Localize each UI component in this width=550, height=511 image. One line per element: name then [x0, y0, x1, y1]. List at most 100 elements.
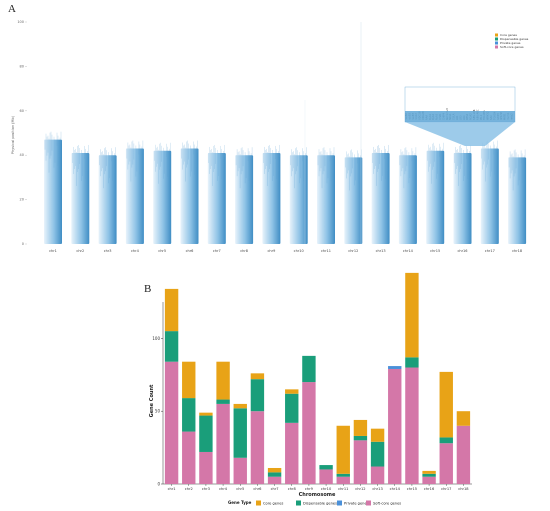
- panel-b-bar-soft-core-genes: [302, 382, 316, 484]
- panel-b-bar-soft-core-genes: [422, 476, 436, 484]
- panel-b-bar-dispensable-genes: [439, 437, 453, 444]
- panel-b-x-tick-label: chr10: [321, 487, 332, 491]
- panel-b-bar-dispensable-genes: [353, 435, 368, 441]
- panel-b-bar-core-genes: [439, 371, 453, 438]
- panel-a-y-tick-label: 20: [20, 198, 24, 202]
- panel-b-x-tick-label: chr15: [407, 487, 417, 491]
- panel-b-x-tick-label: chr14: [390, 487, 401, 491]
- panel-b-bar-dispensable-genes: [233, 408, 247, 458]
- panel-a-chromosome-label: chr10: [294, 249, 304, 253]
- panel-a-chromosome-label: chr2: [76, 249, 84, 253]
- panel-a-chromosome-body: [344, 157, 363, 244]
- panel-a-chromosome-body: [180, 148, 199, 244]
- panel-a-chromosome-chr4: chr4: [125, 140, 144, 253]
- panel-b-x-tick-label: chr11: [338, 487, 348, 491]
- panel-a-chromosome-body: [426, 150, 445, 244]
- panel-b-bar-dispensable-genes: [216, 399, 230, 404]
- panel-a-chromosome-label: chr1: [49, 249, 57, 253]
- panel-b-y-tick-label: 50: [155, 409, 161, 414]
- panel-b-x-tick-label: chr8: [288, 487, 297, 491]
- panel-b-plot-area: 0 50 100 chr1 chr2 chr3 chr4 chr5 chr6 chr7 chr8 ch…: [152, 272, 472, 491]
- panel-a-chromosome-body: [453, 152, 472, 244]
- panel-b-y-tick-label: 100: [152, 336, 160, 341]
- panel-b-bar-soft-core-genes: [353, 440, 368, 484]
- panel-a-chromosome-label: chr8: [240, 249, 248, 253]
- panel-a-chromosome-label: chr15: [430, 249, 440, 253]
- panel-a-chromosome-label: chr14: [403, 249, 414, 253]
- panel-a-chromosome-body: [508, 157, 527, 244]
- panel-b-bar-dispensable-genes: [422, 473, 436, 477]
- panel-b-bar-core-genes: [405, 272, 419, 358]
- panel-a-chromosome-body: [71, 152, 90, 244]
- panel-a-chromosome-chr9: chr9: [262, 144, 281, 253]
- panel-b-x-tick-label: chr13: [372, 487, 382, 491]
- panel-a-legend-label: Private genes: [500, 41, 521, 45]
- panel-b-x-tick-label: chr7: [271, 487, 279, 491]
- panel-b-x-tick-label: chr17: [441, 487, 451, 491]
- panel-a-chromosome-chr12: chr12: [344, 149, 363, 253]
- panel-a-chromosome-label: chr9: [267, 249, 275, 253]
- panel-b-bar-private-genes: [388, 366, 402, 369]
- panel-b-legend-label: Private genes: [344, 502, 369, 506]
- panel-b-bar-soft-core-genes: [285, 422, 299, 484]
- panel-a-chromosome-chr3: chr3: [98, 147, 117, 253]
- panel-b-bar-dispensable-genes: [405, 357, 419, 368]
- panel-b-x-tick-label: chr4: [219, 487, 228, 491]
- panel-b-x-tick-label: chr2: [185, 487, 193, 491]
- panel-a-chromosome-body: [153, 150, 172, 244]
- panel-b-bar-dispensable-genes: [267, 472, 282, 477]
- panel-a-chromosome-chr18: chr18: [508, 149, 527, 253]
- panel-a-letter: A: [8, 3, 16, 15]
- panel-a-chromosome-chr13: chr13: [371, 144, 390, 253]
- panel-a-chromosome-chr1: chr1: [44, 131, 62, 253]
- panel-a-chromosome-chr5: chr5: [153, 142, 172, 253]
- panel-b-y-tick-label: 0: [157, 482, 160, 487]
- panel-b-bar-core-genes: [285, 389, 299, 394]
- panel-a-chromosome-label: chr5: [158, 249, 166, 253]
- panel-a-y-tick-label: 100: [17, 20, 24, 24]
- panel-a-chromosome-label: chr4: [131, 249, 140, 253]
- panel-a-chromosome-chr6: chr6: [180, 140, 199, 253]
- panel-b-bar-core-genes: [164, 288, 179, 332]
- panel-a-chromosome-chr15: chr15: [426, 142, 445, 253]
- panel-b-legend: Gene Type Core genes Dispensable genes Priv…: [228, 500, 401, 506]
- panel-a-y-tick-label: 40: [20, 153, 24, 157]
- panel-b-letter: B: [144, 283, 152, 295]
- panel-a-chromosome-chr10: chr10: [289, 147, 308, 253]
- panel-b-x-axis-label: Chromosome: [299, 492, 336, 498]
- panel-a-y-tick-label: 80: [20, 64, 24, 68]
- panel-b-bar-soft-core-genes: [336, 476, 350, 484]
- panel-a-chromosome-body: [317, 155, 335, 244]
- panel-a-legend-label: Soft-core genes: [500, 45, 524, 49]
- panel-a-y-ticks: 0 20 40 60 80 100: [17, 20, 27, 246]
- panel-a-y-axis-label: Physical position (Mb): [11, 115, 15, 154]
- panel-b-bar-soft-core-genes: [233, 457, 247, 484]
- panel-b-legend-swatch: [296, 500, 301, 506]
- panel-a-y-tick-label: 60: [20, 109, 24, 113]
- panel-b-bar-core-genes: [336, 425, 350, 474]
- panel-a-chromosome-body: [98, 155, 117, 244]
- panel-b-bar-soft-core-genes: [164, 361, 179, 484]
- panel-a-chromosome-chr14: chr14: [398, 147, 417, 253]
- panel-b-bar-core-genes: [353, 419, 368, 436]
- panel-b-bar-dispensable-genes: [164, 331, 179, 362]
- panel-a-chromosome-body: [480, 148, 499, 244]
- panel-b-bar-soft-core-genes: [250, 411, 265, 484]
- panel-b-bar-core-genes: [233, 403, 247, 409]
- panel-b-legend-swatch: [337, 500, 342, 506]
- panel-b-bar-soft-core-genes: [456, 425, 471, 484]
- panel-b-legend-swatch: [366, 500, 371, 506]
- panel-a-legend-swatch: [495, 37, 498, 41]
- panel-b-y-axis-label: Gene Count: [149, 384, 155, 417]
- panel-a-inset-zoom: rakB2rakB3rakB7rkb12UDG1BUDG2BAAARyA1RyA…: [404, 86, 516, 146]
- panel-a-chromosome-label: chr16: [457, 249, 467, 253]
- panel-a-y-tick-label: 0: [22, 242, 24, 246]
- panel-a-chromosome-body: [371, 152, 390, 244]
- panel-b-bar-soft-core-genes: [370, 466, 385, 484]
- panel-b-legend-swatch: [256, 500, 261, 506]
- panel-b-bar-core-genes: [267, 467, 282, 473]
- panel-b-bar-soft-core-genes: [439, 443, 453, 484]
- panel-b-bar-core-genes: [199, 412, 213, 416]
- panel-b-bar-dispensable-genes: [302, 355, 316, 383]
